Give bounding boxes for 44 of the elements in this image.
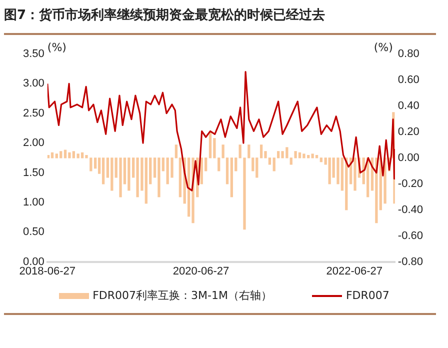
y2-tick-label: 0.40 (398, 100, 420, 112)
y-tick-label: 0.00 (22, 256, 44, 268)
y2-tick-label: 0.00 (398, 152, 420, 164)
bar (110, 158, 114, 191)
bar (55, 154, 58, 158)
bar (72, 151, 76, 158)
bar (230, 158, 234, 198)
bar (302, 154, 306, 158)
y-tick-label: 1.50 (22, 166, 44, 179)
bar (260, 144, 263, 158)
y2-tick-label: -0.40 (398, 204, 424, 216)
legend-label: FDR007 (346, 289, 390, 302)
y2-tick-label: 0.20 (398, 126, 420, 138)
y-axis-title: (%) (47, 40, 66, 54)
chart-title: 图7：货币市场利率继续预期资金最宽松的时候已经过去 (4, 6, 326, 24)
y2-tick-label: 0.60 (398, 74, 420, 86)
bar (68, 152, 71, 158)
x-tick-label: 2018-06-27 (19, 265, 76, 278)
y-tick-label: 3.50 (22, 48, 44, 60)
bar (320, 158, 323, 162)
bar (128, 158, 130, 191)
y-tick-label: 1.00 (22, 196, 44, 208)
x-tick-label: 2022-06-27 (326, 265, 383, 278)
bar (60, 151, 62, 158)
bar (76, 154, 80, 158)
bar (311, 154, 314, 158)
legend-label: FDR007利率互换：3M-1M（右轴） (92, 288, 272, 303)
bar (256, 158, 258, 178)
bar (119, 158, 122, 198)
bar (328, 158, 331, 184)
y2-tick-label: -0.20 (398, 178, 424, 190)
y2-tick-label: -0.80 (398, 256, 424, 268)
bar (144, 158, 148, 204)
bar (354, 158, 356, 191)
x-tick-label: 2020-06-27 (172, 265, 230, 278)
y-tick-label: 0.50 (22, 226, 44, 238)
y2-tick-label: -0.60 (398, 230, 424, 242)
y-tick-label: 3.00 (22, 78, 44, 90)
y2-axis-title: (%) (374, 40, 393, 54)
y-tick-label: 2.50 (22, 107, 44, 120)
bar (158, 158, 160, 198)
bar (102, 158, 105, 184)
y-tick-label: 2.00 (22, 137, 44, 150)
y2-tick-label: 0.80 (398, 48, 420, 60)
